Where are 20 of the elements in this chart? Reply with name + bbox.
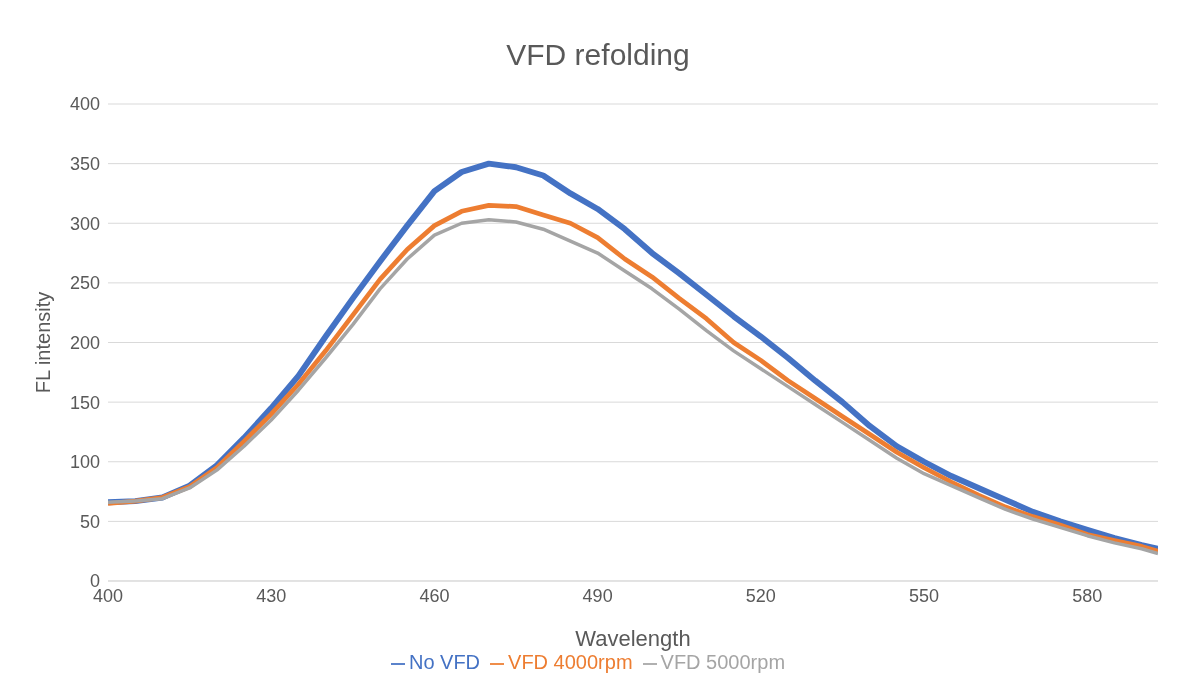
x-axis-title: Wavelength — [575, 626, 691, 651]
chart-title: VFD refolding — [505, 37, 691, 73]
x-tick-label: 580 — [1072, 585, 1103, 606]
y-tick-label: 350 — [69, 154, 100, 175]
y-tick-label: 250 — [69, 273, 100, 294]
legend-label: VFD 4000rpm — [508, 651, 633, 673]
legend-label: VFD 5000rpm — [660, 651, 786, 673]
y-tick-label: 400 — [69, 94, 100, 115]
x-tick-label: 550 — [909, 585, 940, 606]
y-tick-label: 150 — [69, 392, 100, 413]
x-tick-label: 520 — [745, 585, 776, 606]
y-tick-label: 100 — [69, 452, 100, 473]
x-tick-label: 460 — [419, 585, 450, 606]
y-axis-title: FL intensity — [32, 291, 55, 394]
y-tick-label: 300 — [69, 213, 100, 234]
legend-label: No VFD — [408, 651, 481, 673]
y-tick-label: 50 — [79, 511, 100, 532]
x-tick-label: 490 — [582, 585, 613, 606]
y-tick-label: 200 — [69, 332, 100, 353]
x-tick-label: 430 — [256, 585, 287, 606]
